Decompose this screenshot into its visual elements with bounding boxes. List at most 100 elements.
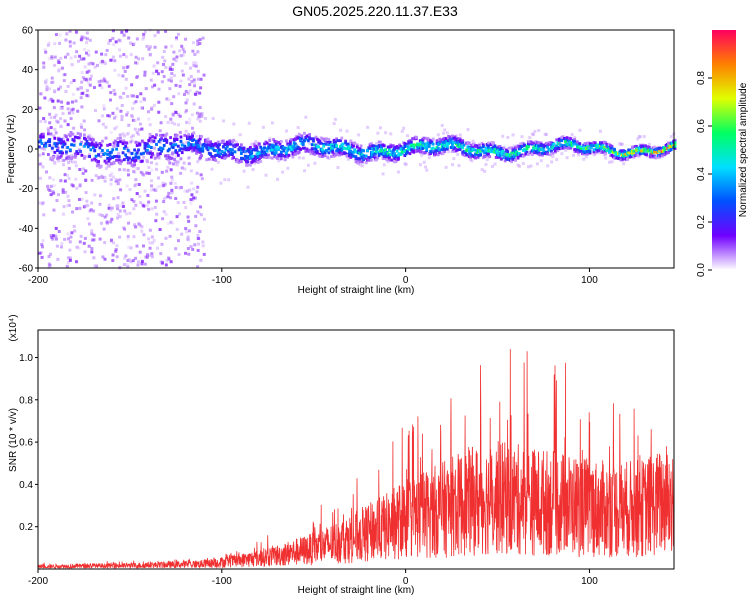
spectrogram-cell	[67, 111, 71, 115]
spectrogram-cell	[314, 135, 318, 139]
spectrogram-cell	[51, 237, 55, 241]
spectrogram-cell	[242, 169, 246, 173]
spectrogram-cell	[143, 30, 147, 34]
spectrogram-cell	[99, 194, 103, 198]
spectrogram-cell	[653, 150, 656, 154]
spectrogram-cell	[166, 165, 170, 169]
spectrogram-cell	[333, 140, 337, 144]
spectrogram-cell	[405, 144, 409, 148]
spectrogram-cell	[108, 174, 112, 178]
spectrogram-cell	[198, 38, 202, 42]
spectrogram-cell	[142, 173, 146, 177]
spectrogram-cell	[175, 151, 179, 155]
spectrogram-cell	[114, 177, 118, 181]
spectrogram-cell	[211, 147, 215, 151]
spectrogram-cell	[198, 230, 202, 234]
spectrogram-cell	[50, 76, 54, 80]
spectrogram-cell	[160, 149, 164, 153]
spectrogram-cell	[110, 162, 113, 166]
spectrogram-cell	[263, 150, 266, 154]
spectrogram-cell	[443, 144, 447, 148]
spectrogram-cell	[520, 144, 524, 148]
spectrogram-cell	[174, 185, 178, 189]
spectrogram-cell	[265, 156, 269, 160]
spectrogram-cell	[403, 154, 407, 158]
spectrogram-cell	[103, 257, 107, 261]
spectrogram-cell	[364, 154, 368, 158]
spectrogram-cell	[140, 225, 144, 229]
spectrogram-cell	[162, 49, 166, 53]
spectrogram-cell	[61, 190, 65, 194]
spectrogram-cell	[79, 149, 82, 153]
spectrogram-cell	[83, 65, 87, 69]
figure-title: GN05.2025.220.11.37.E33	[292, 3, 458, 19]
spectrogram-cell	[564, 137, 568, 141]
spectrogram-cell	[111, 36, 115, 40]
spectrogram-cell	[71, 210, 75, 214]
spectrogram-cell	[95, 63, 99, 67]
spectrogram-cell	[494, 155, 498, 159]
spectrogram-cell	[185, 136, 189, 140]
spectrogram-cell	[380, 146, 384, 150]
spectrogram-cell	[259, 155, 263, 159]
spectrogram-cell	[156, 154, 160, 158]
spectrogram-cell	[155, 142, 158, 146]
spectrogram-cell	[50, 146, 54, 150]
spectrogram-cell	[604, 156, 608, 160]
spectrogram-x-tick-label: 0	[403, 275, 409, 286]
spectrogram-cell	[521, 161, 525, 165]
spectrogram-cell	[46, 43, 50, 47]
spectrogram-cell	[67, 155, 71, 159]
spectrogram-cell	[167, 158, 171, 162]
colorbar-tick-label: 0.0	[696, 263, 707, 277]
spectrogram-cell	[151, 241, 155, 245]
spectrogram-cell	[162, 183, 166, 187]
spectrogram-cell	[39, 135, 43, 139]
spectrogram-cell	[306, 139, 310, 143]
spectrogram-cell	[111, 148, 115, 152]
spectrogram-cell	[73, 55, 77, 59]
spectrogram-cell	[197, 211, 201, 215]
spectrogram-cell	[373, 152, 377, 156]
colorbar-ticks: 0.00.20.40.60.8	[696, 71, 712, 277]
spectrogram-cell	[110, 171, 114, 175]
spectrogram-cell	[88, 83, 92, 87]
spectrogram-cell	[148, 246, 152, 250]
spectrogram-cell	[191, 49, 195, 53]
spectrogram-cell	[87, 81, 91, 85]
spectrogram-cell	[99, 61, 103, 65]
spectrogram-cell	[283, 146, 287, 150]
spectrogram-cell	[139, 201, 143, 205]
spectrogram-cell	[111, 253, 115, 257]
spectrogram-cell	[185, 141, 189, 145]
spectrogram-cell	[200, 135, 203, 139]
spectrogram-cell	[221, 145, 225, 149]
spectrogram-cell	[48, 263, 52, 267]
spectrogram-cell	[214, 158, 218, 162]
spectrogram-cell	[191, 198, 195, 202]
spectrogram-cell	[131, 156, 135, 160]
spectrogram-cell	[469, 152, 472, 156]
spectrogram-cell	[98, 237, 102, 241]
spectrogram-cell	[104, 136, 108, 140]
spectrogram-cell	[132, 101, 136, 105]
spectrogram-cell	[210, 167, 214, 171]
spectrogram-cell	[161, 63, 165, 67]
spectrogram-cell	[449, 137, 453, 141]
spectrogram-cell	[481, 143, 485, 147]
spectrogram-cell	[115, 154, 119, 158]
spectrogram-cell	[507, 146, 511, 150]
spectrogram-cell	[69, 56, 73, 60]
spectrogram-cell	[485, 154, 489, 158]
spectrogram-cell	[52, 184, 56, 188]
spectrogram-cell	[287, 147, 291, 151]
spectrogram-cell	[150, 207, 154, 211]
spectrogram-cell	[184, 61, 188, 65]
spectrogram-cell	[324, 137, 328, 141]
spectrogram-cell	[115, 244, 119, 248]
spectrogram-cell	[113, 59, 117, 63]
spectrogram-cell	[478, 143, 481, 147]
spectrogram-cell	[175, 38, 179, 42]
spectrogram-cell	[196, 233, 200, 237]
